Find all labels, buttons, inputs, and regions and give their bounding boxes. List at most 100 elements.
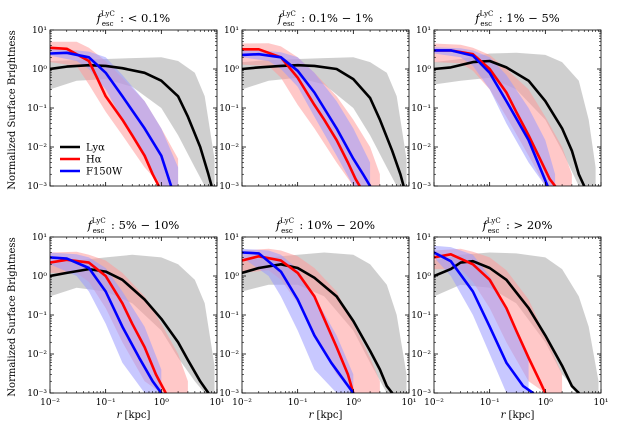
title-superscript: LyC [282,10,296,18]
series-line-f150w [242,52,372,186]
y-tick-label: 10¹ [416,26,431,36]
x-tick-label: 10⁻¹ [96,398,116,408]
x-axis-label-symbol: r [117,410,123,421]
panel-title: fLyC esc : 10% − 20% [275,217,375,235]
y-tick-label: 10⁻² [27,143,47,153]
plot-area [434,43,596,186]
series-line-f150w [434,251,535,393]
title-superscript: LyC [280,217,294,225]
x-tick-label: 10⁻² [232,398,252,408]
y-tick-label: 10⁻² [27,350,47,360]
x-axis-label: r [kpc] [309,410,343,421]
y-tick-label: 10⁻² [411,350,431,360]
series-line-lya [434,59,586,186]
title-superscript: LyC [101,10,115,18]
band-f150w [242,50,371,186]
panels-container: fLyC esc : < 0.1%10⁻³10⁻²10⁻¹10⁰10¹LyαHαF… [27,10,608,421]
y-tick-label: 10¹ [32,26,47,36]
panel-title: fLyC esc : > 20% [482,217,553,235]
legend-label-lya: Lyα [86,143,105,154]
x-tick-label: 10¹ [209,398,224,408]
y-tick-label: 10¹ [416,233,431,243]
x-axis-label: r [kpc] [117,410,151,421]
x-axis-label-unit: [kpc] [313,410,342,421]
band-lya [242,252,407,393]
y-axis-label-top: Normalized Surface Brightness [7,30,18,189]
plot-area [242,43,407,186]
panel-title: fLyC esc : < 0.1% [96,10,171,28]
x-tick-label: 10⁻¹ [288,398,308,408]
y-tick-label: 10⁻¹ [219,104,239,114]
title-f-symbol: f [277,11,284,25]
title-f-symbol: f [482,218,489,232]
title-range: : > 20% [502,218,552,232]
title-range: : 0.1% − 1% [298,11,374,25]
series-line-ha [434,253,547,393]
y-tick-label: 10⁻¹ [27,104,47,114]
panel-3: fLyC esc : 1% − 5% 10⁻³ 10⁻² 10⁻¹ 10⁰ 10¹ [411,10,602,192]
y-tick-label: 10⁻¹ [411,311,431,321]
band-f150w [434,245,529,393]
series-line-lya [434,259,581,393]
y-tick-label: 10⁻³ [219,389,239,399]
plot-area [50,41,215,186]
y-tick-label: 10¹ [32,233,47,243]
panel-title: fLyC esc : 1% − 5% [474,10,559,28]
series-line-lya [50,267,210,393]
x-axis-label: r [kpc] [501,410,535,421]
y-tick-label: 10⁻³ [411,182,431,192]
y-axis-label-bottom: Normalized Surface Brightness [7,237,18,396]
series-line-lya [50,63,213,186]
y-tick-label: 10⁰ [416,272,431,282]
x-axis-label-symbol: r [309,410,315,421]
title-range: : < 0.1% [117,11,171,25]
y-tick-label: 10⁰ [416,65,431,75]
band-f150w [434,47,556,186]
title-subscript: esc [488,227,500,235]
y-tick-label: 10⁰ [224,272,239,282]
series-line-ha [242,48,361,186]
y-tick-label: 10⁰ [32,272,47,282]
series-line-f150w [242,251,355,393]
y-tick-label: 10⁻¹ [219,311,239,321]
title-range: : 5% − 10% [107,218,179,232]
y-tick-label: 10⁻¹ [27,311,47,321]
y-tick-label: 10⁻³ [219,182,239,192]
x-tick-label: 10⁻² [40,398,60,408]
panel-title: fLyC esc : 0.1% − 1% [277,10,373,28]
band-lya [434,52,596,186]
series-line-f150w [50,256,163,393]
panel-4: fLyC esc : 5% − 10%10⁻³10⁻²10⁻¹10⁰10¹10⁻²… [27,217,224,421]
plot-area [242,248,407,393]
x-axis-label-unit: [kpc] [505,410,534,421]
y-tick-label: 10⁻¹ [411,104,431,114]
x-tick-label: 10⁻² [424,398,444,408]
band-f150w [242,248,354,393]
title-superscript: LyC [92,217,106,225]
y-tick-label: 10⁰ [32,65,47,75]
title-subscript: esc [480,20,492,28]
band-f150w [50,49,179,186]
x-tick-label: 10⁰ [538,398,553,408]
plot-area [434,245,599,393]
series-line-f150w [434,49,549,186]
legend-label-ha: Hα [86,155,102,166]
panel-1: fLyC esc : < 0.1% 10⁻³ 10⁻² 10⁻¹ 10⁰ 10¹ LyαHαF… [27,10,218,192]
x-tick-label: 10⁰ [154,398,169,408]
y-tick-label: 10⁰ [224,65,239,75]
x-axis-label-unit: [kpc] [121,410,150,421]
title-superscript: LyC [480,10,494,18]
x-axis-label-symbol: r [501,410,507,421]
title-subscript: esc [281,227,293,235]
legend-label-f150w: F150W [86,167,123,178]
x-tick-label: 10¹ [401,398,416,408]
x-tick-label: 10⁻¹ [480,398,500,408]
title-subscript: esc [283,20,295,28]
series-line-ha [242,255,355,393]
title-subscript: esc [93,227,105,235]
y-tick-label: 10⁻² [411,143,431,153]
band-lya [50,57,215,186]
